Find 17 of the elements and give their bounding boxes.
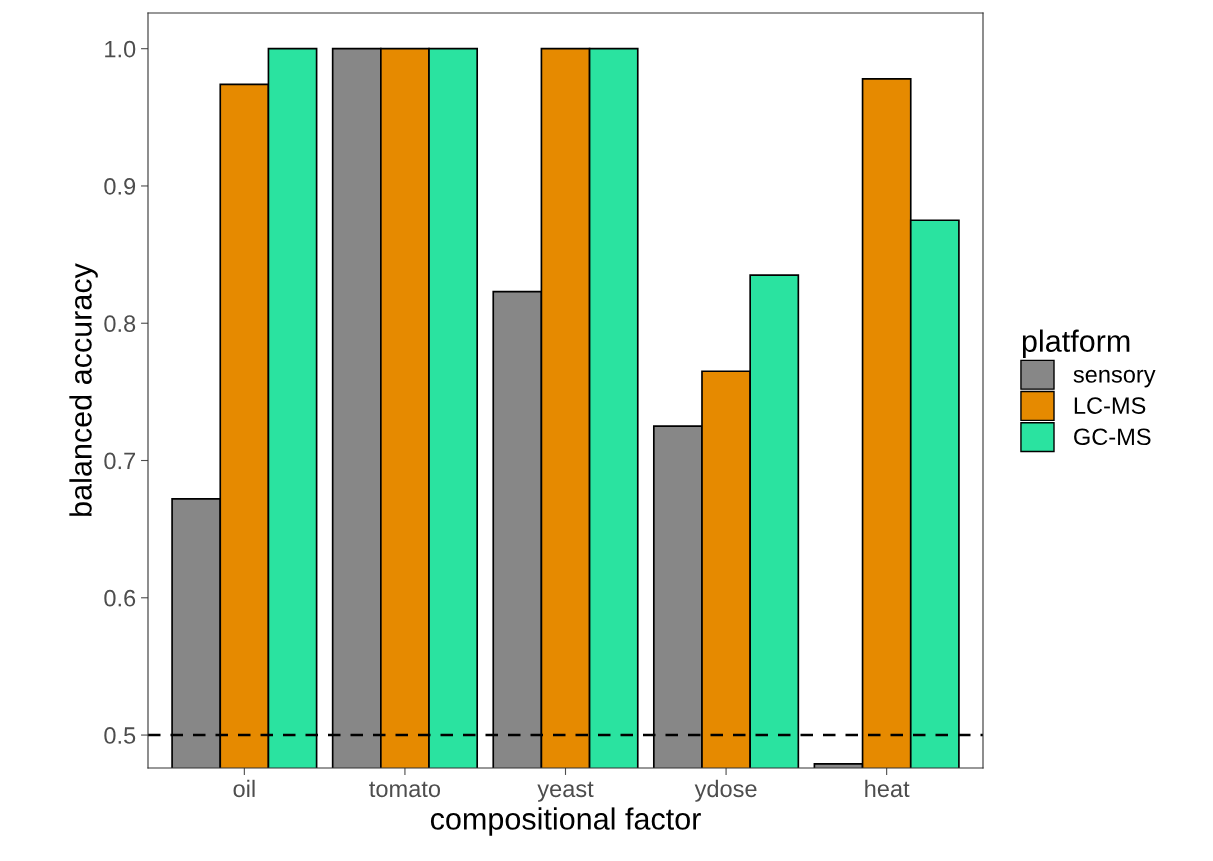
x-tick-label: ydose (694, 779, 757, 802)
y-tick-label: 0.9 (104, 178, 136, 195)
x-axis-title: compositional factor (430, 807, 701, 836)
x-tick-label: heat (865, 779, 910, 798)
x-tick-label: oil (233, 779, 255, 798)
y-tick-label: 0.7 (104, 452, 136, 470)
y-tick-label: 1.0 (105, 40, 136, 58)
legend-label: LC-MS (1074, 397, 1146, 414)
legend-title: platform (1022, 329, 1130, 358)
y-tick-label: 0.8 (104, 315, 136, 333)
x-tick-label: tomato (369, 781, 441, 798)
y-axis-title: balanced accuracy (69, 263, 98, 516)
legend-label: GC-MS (1074, 428, 1151, 446)
y-tick-label: 0.5 (104, 727, 136, 744)
x-tick-label: yeast (537, 781, 594, 802)
y-tick-label: 0.6 (104, 589, 136, 607)
legend-label: sensory (1073, 369, 1156, 388)
